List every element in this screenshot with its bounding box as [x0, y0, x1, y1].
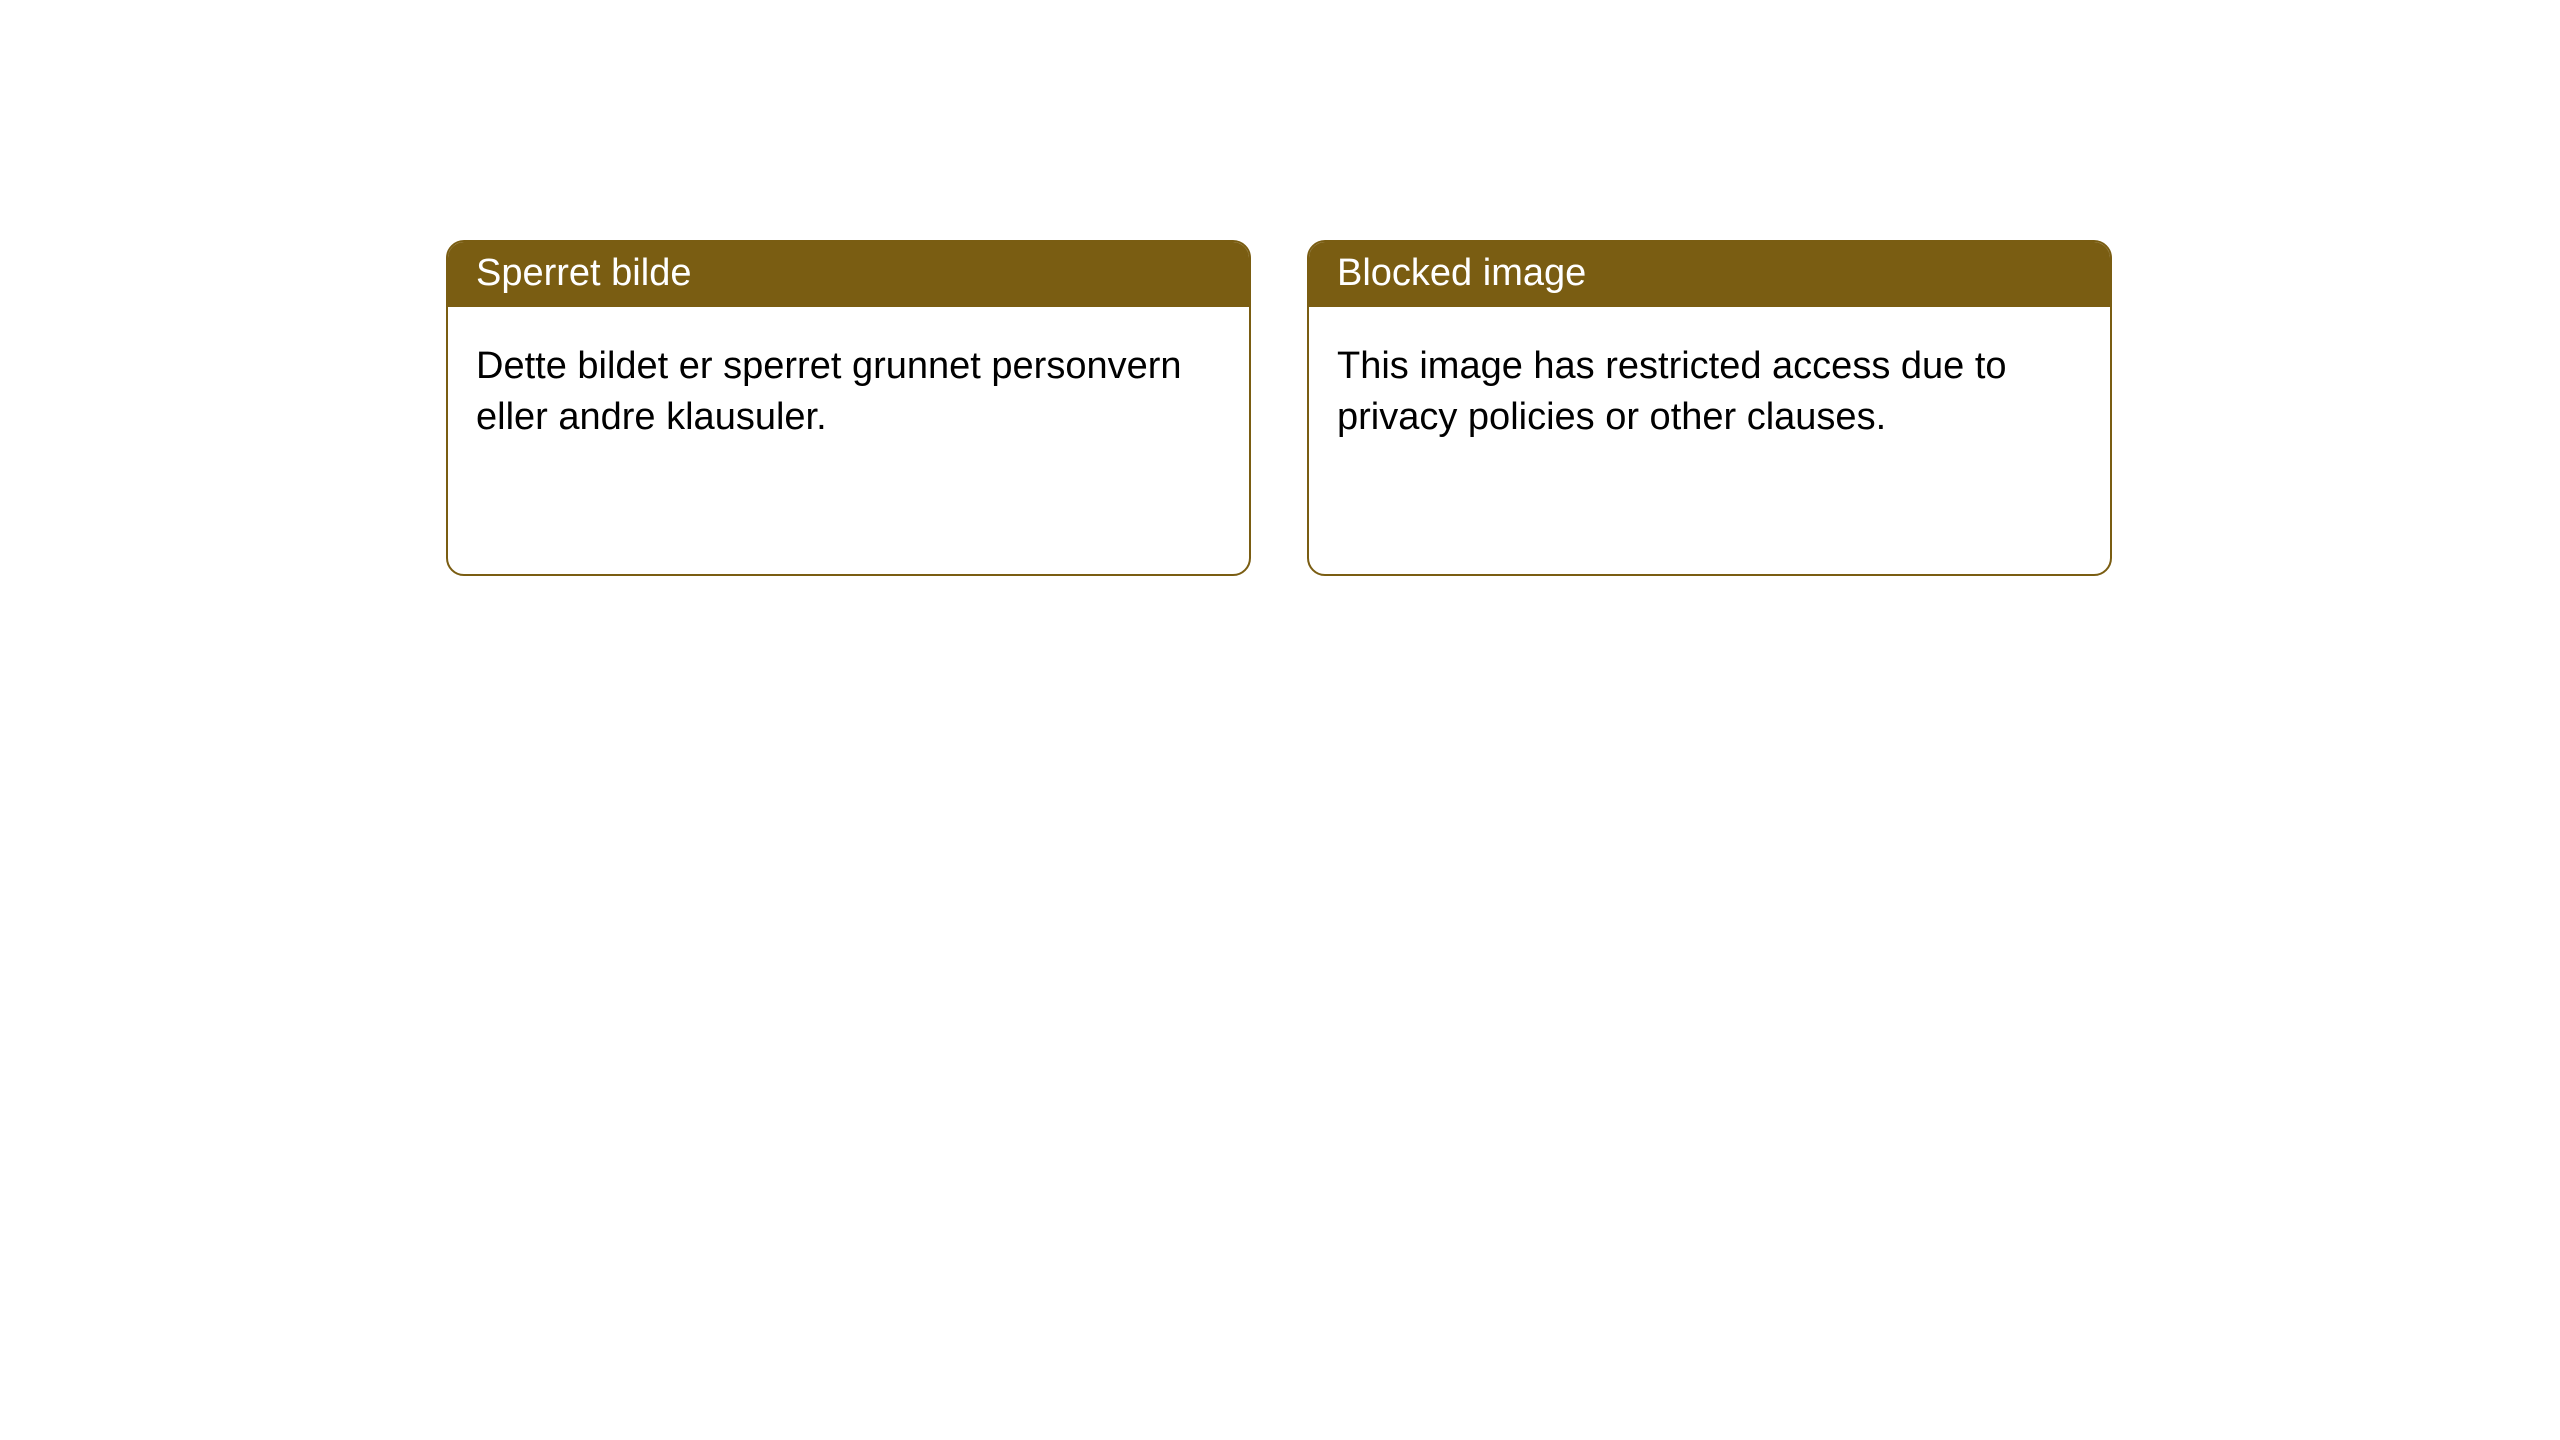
notice-card-norwegian: Sperret bilde Dette bildet er sperret gr…: [446, 240, 1251, 576]
notice-header: Blocked image: [1309, 242, 2110, 307]
notice-body: This image has restricted access due to …: [1309, 307, 2110, 478]
notice-body: Dette bildet er sperret grunnet personve…: [448, 307, 1249, 478]
notice-header: Sperret bilde: [448, 242, 1249, 307]
notice-card-english: Blocked image This image has restricted …: [1307, 240, 2112, 576]
notice-container: Sperret bilde Dette bildet er sperret gr…: [0, 0, 2560, 576]
